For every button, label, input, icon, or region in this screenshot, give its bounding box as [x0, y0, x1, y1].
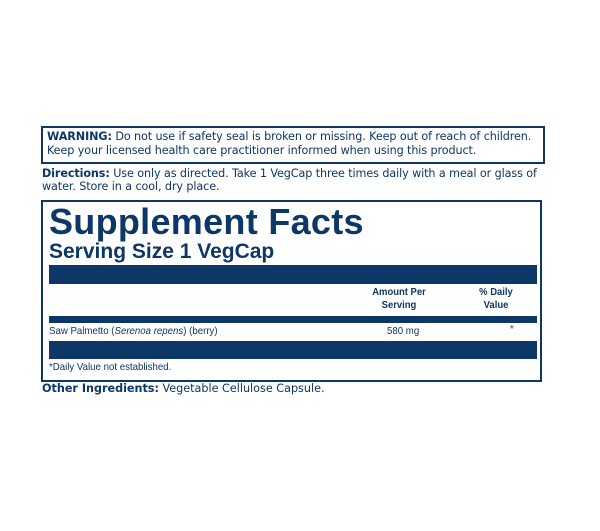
ingredient-amount: 580 mg	[387, 325, 420, 337]
ingredient-latin: Serenoa repens	[114, 325, 184, 337]
ingredient-name: Saw Palmetto (	[49, 325, 115, 337]
amount-per-serving-header: Amount Per Serving	[372, 286, 426, 311]
directions-text: Use only as directed. Take 1 VegCap thre…	[42, 167, 537, 193]
warning-text: Do not use if safety seal is broken or m…	[47, 130, 532, 157]
other-text: Vegetable Cellulose Capsule.	[158, 382, 325, 395]
supplement-facts-panel: Supplement Facts Serving Size 1 VegCap A…	[41, 200, 542, 382]
ingredient-dv: *	[510, 323, 514, 335]
daily-value-header: % Daily Value	[479, 286, 513, 311]
facts-title: Supplement Facts	[49, 201, 364, 242]
warning-label: WARNING:	[47, 130, 112, 143]
warning-box: WARNING: Do not use if safety seal is br…	[41, 126, 545, 164]
divider-bar	[49, 316, 537, 323]
other-ingredients: Other Ingredients: Vegetable Cellulose C…	[42, 382, 325, 395]
serving-size: Serving Size 1 VegCap	[49, 240, 275, 263]
directions-label: Directions:	[42, 167, 110, 180]
directions: Directions: Use only as directed. Take 1…	[42, 167, 552, 193]
other-label: Other Ingredients:	[42, 382, 159, 395]
ingredient-part: ) (berry)	[183, 325, 218, 337]
footnote: *Daily Value not established.	[49, 361, 172, 373]
divider-bar	[49, 341, 537, 359]
divider-bar	[49, 265, 537, 284]
